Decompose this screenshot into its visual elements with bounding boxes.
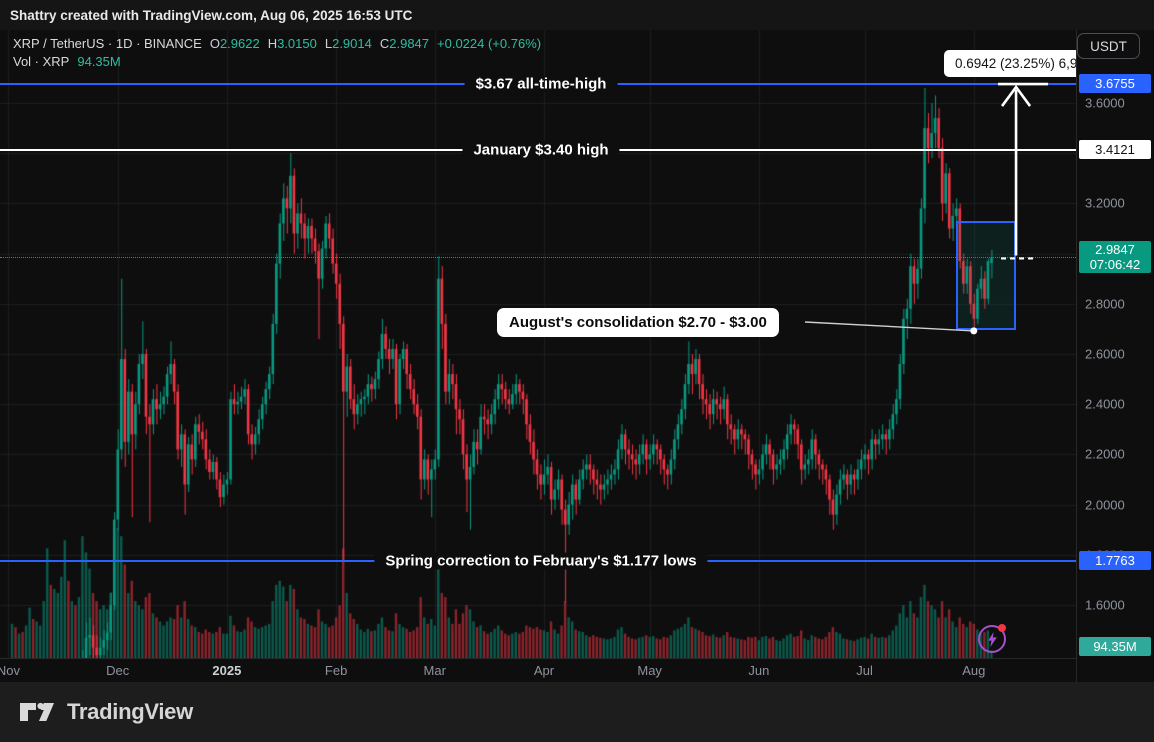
legend-ohlc-value: 3.0150 — [277, 36, 317, 51]
consolidation-box[interactable] — [956, 220, 1017, 330]
time-tick-label: Feb — [324, 663, 348, 678]
price-tick-label: 2.0000 — [1085, 497, 1125, 513]
time-tick-label: Aug — [962, 663, 986, 678]
level-label-all-time-high[interactable]: $3.67 all-time-high — [464, 75, 618, 93]
measurement-tooltip: 0.6942 (23.25%) 6,9 — [944, 50, 1076, 77]
legend-change: +0.0224 (+0.76%) — [437, 36, 542, 51]
price-tick-label: 2.8000 — [1085, 296, 1125, 312]
legend-volume-value: 94.35M — [77, 54, 121, 69]
legend-volume-row[interactable]: Vol · XRP 94.35M — [13, 53, 541, 71]
level-label-january-high[interactable]: January $3.40 high — [462, 141, 620, 159]
price-tick-label: 1.6000 — [1085, 597, 1125, 613]
price-tick-label: 2.4000 — [1085, 396, 1125, 412]
legend-ohlc-value: 2.9014 — [332, 36, 372, 51]
price-tick-label: 3.6000 — [1085, 95, 1125, 111]
lightning-bolt-icon — [987, 631, 997, 647]
flash-boost-icon[interactable] — [978, 624, 1006, 653]
time-tick-label: Jul — [856, 663, 873, 678]
chart-attribution: Shattry created with TradingView.com, Au… — [0, 0, 1154, 30]
legend-ohlc-value: 2.9847 — [389, 36, 430, 51]
legend-ohlc-letter: L — [324, 36, 333, 51]
level-label-spring-low[interactable]: Spring correction to February's $1.177 l… — [374, 552, 708, 570]
price-badge-spring-low: 1.7763 — [1079, 550, 1151, 570]
price-tick-label: 3.2000 — [1085, 195, 1125, 211]
tradingview-wordmark[interactable]: TradingView — [67, 699, 193, 724]
time-tick-label: Nov — [0, 663, 21, 678]
footer-bar: TradingView — [0, 682, 1154, 742]
consolidation-callout[interactable]: August's consolidation $2.70 - $3.00 — [497, 308, 779, 337]
time-tick-label: May — [637, 663, 662, 678]
price-tick-label: 2.2000 — [1085, 446, 1125, 462]
time-tick-label: 2025 — [212, 663, 242, 678]
legend-symbol: XRP / TetherUS · 1D · BINANCE — [13, 36, 202, 51]
tradingview-logo-icon[interactable] — [18, 699, 58, 725]
price-badge-all-time-high: 3.6755 — [1079, 74, 1151, 94]
price-badge-january-high: 3.4121 — [1079, 140, 1151, 160]
price-tick-label: 2.6000 — [1085, 346, 1125, 362]
price-axis[interactable]: 3.6000 3.2000 2.8000 2.6000 2.4000 2.2000 2.00… — [1076, 30, 1154, 682]
current-price-badge: 2.9847 07:06:42 — [1079, 241, 1151, 274]
volume-badge: 94.35M — [1079, 637, 1151, 656]
time-tick-label: Dec — [106, 663, 130, 678]
legend-ohlc-value: 2.9622 — [219, 36, 260, 51]
time-axis[interactable]: Nov Dec 2025 Feb Mar Apr May Jun Jul Aug — [0, 658, 1076, 682]
legend-ohlc-letter: H — [267, 36, 278, 51]
legend-volume-label: Vol · XRP — [13, 54, 70, 69]
legend-symbol-row[interactable]: XRP / TetherUS · 1D · BINANCE O2.9622 H3.0… — [13, 35, 541, 53]
price-plot-area[interactable]: $3.67 all-time-high January $3.40 high Spr… — [0, 30, 1076, 658]
legend: XRP / TetherUS · 1D · BINANCE O2.9622 H3.0… — [13, 35, 541, 71]
currency-toggle-button[interactable]: USDT — [1077, 33, 1140, 59]
chart-panel: $3.67 all-time-high January $3.40 high Spr… — [0, 30, 1154, 682]
time-tick-label: Jun — [748, 663, 770, 678]
legend-ohlc-letter: O — [209, 36, 220, 51]
legend-ohlc-letter: C — [379, 36, 390, 51]
time-tick-label: Apr — [533, 663, 555, 678]
time-tick-label: Mar — [423, 663, 446, 678]
notification-dot — [998, 624, 1006, 632]
current-price-line — [0, 257, 1076, 259]
